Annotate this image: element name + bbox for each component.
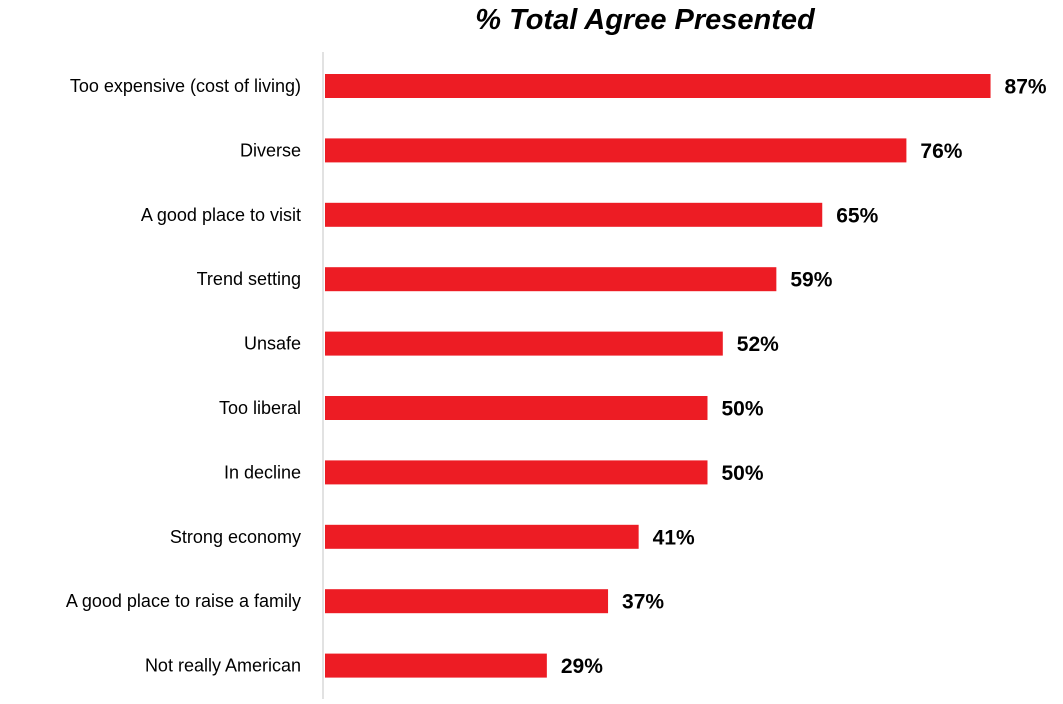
value-label: 52% — [737, 333, 779, 356]
value-label: 87% — [1005, 76, 1047, 99]
bar — [325, 74, 991, 98]
category-label: In decline — [224, 462, 301, 482]
category-label: Not really American — [145, 656, 301, 676]
value-label: 65% — [836, 204, 878, 227]
value-label: 59% — [790, 269, 832, 292]
value-label: 50% — [722, 398, 764, 421]
bar — [325, 331, 723, 356]
category-label: Too expensive (cost of living) — [70, 76, 301, 96]
bar — [325, 396, 708, 420]
category-label: Diverse — [240, 140, 301, 160]
value-label: 29% — [561, 655, 603, 678]
category-label: Too liberal — [219, 398, 301, 418]
value-label: 41% — [653, 526, 695, 549]
bar — [325, 653, 547, 678]
bar — [325, 202, 823, 227]
category-label: A good place to visit — [141, 205, 301, 225]
category-label: A good place to raise a family — [66, 591, 301, 611]
bar — [325, 460, 708, 485]
bar — [325, 524, 639, 549]
bar — [325, 267, 777, 292]
value-label: 50% — [722, 462, 764, 485]
value-label: 37% — [622, 591, 664, 614]
chart-title: % Total Agree Presented — [475, 4, 815, 36]
category-label: Trend setting — [197, 269, 301, 289]
category-label: Unsafe — [244, 334, 301, 354]
bar — [325, 138, 907, 163]
bar — [325, 589, 609, 614]
category-label: Strong economy — [170, 527, 301, 547]
value-label: 76% — [920, 140, 962, 163]
